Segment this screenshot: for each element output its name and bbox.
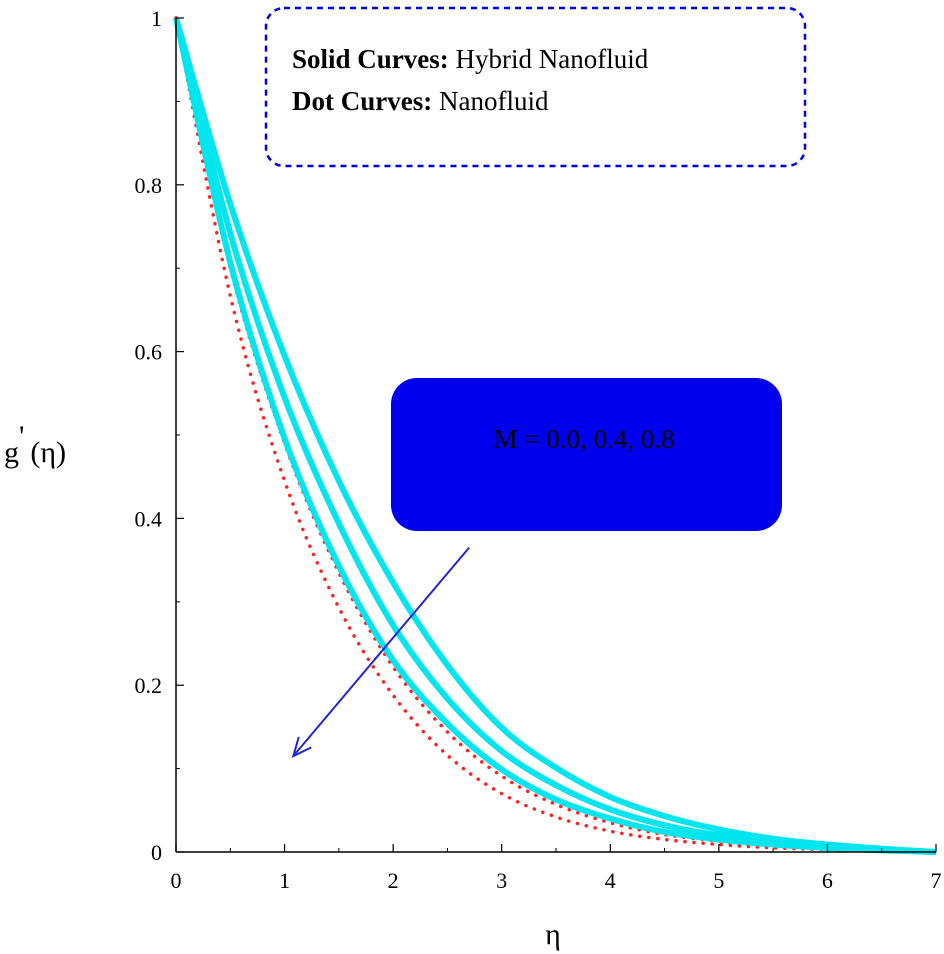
series-line-solid-2 [173, 17, 937, 855]
legend-box [264, 6, 807, 168]
legend: Solid Curves: Hybrid Nanofluid Dot Curve… [264, 6, 807, 168]
x-tick-label: 7 [931, 868, 942, 893]
y-tick-label: 0 [151, 840, 162, 865]
x-tick-label: 1 [279, 868, 290, 893]
parameter-label: M = 0.0, 0.4, 0.8 [494, 424, 675, 454]
y-axis-title-arg: (η) [30, 436, 66, 469]
x-axis-title: η [545, 918, 561, 951]
ticks: 0 1 2 3 4 5 6 7 0 0.2 0.4 0.6 0.8 1 [135, 6, 942, 893]
series-line-dotted-5 [174, 16, 938, 854]
legend-dot-label: Dot Curves: [292, 86, 432, 116]
y-tick-label: 1 [151, 6, 162, 31]
y-tick-label: 0.4 [135, 506, 163, 531]
x-tick-label: 5 [713, 868, 724, 893]
legend-line-1: Solid Curves: Hybrid Nanofluid [292, 44, 649, 74]
legend-solid-text: Hybrid Nanofluid [449, 44, 649, 74]
x-tick-label: 2 [388, 868, 399, 893]
y-axis-title-main: g [4, 436, 19, 469]
x-tick-label: 3 [496, 868, 507, 893]
x-tick-label: 4 [605, 868, 616, 893]
x-tick-label: 6 [822, 868, 833, 893]
parameter-arrow [292, 546, 470, 757]
parameter-annotation: M = 0.0, 0.4, 0.8 [291, 378, 782, 758]
y-axis-title: g' (η) [4, 420, 66, 469]
series-line-solid-0 [173, 17, 937, 855]
parameter-arrowhead [291, 736, 312, 758]
legend-dot-text: Nanofluid [432, 86, 549, 116]
y-tick-label: 0.6 [135, 340, 163, 365]
y-tick-label: 0.2 [135, 673, 163, 698]
x-tick-label: 0 [171, 868, 182, 893]
y-axis-title-prime: ' [19, 420, 24, 453]
legend-solid-label: Solid Curves: [292, 44, 449, 74]
legend-line-2: Dot Curves: Nanofluid [292, 86, 549, 116]
parameter-box [391, 378, 782, 531]
series-group [173, 16, 938, 855]
y-tick-label: 0.8 [135, 173, 163, 198]
